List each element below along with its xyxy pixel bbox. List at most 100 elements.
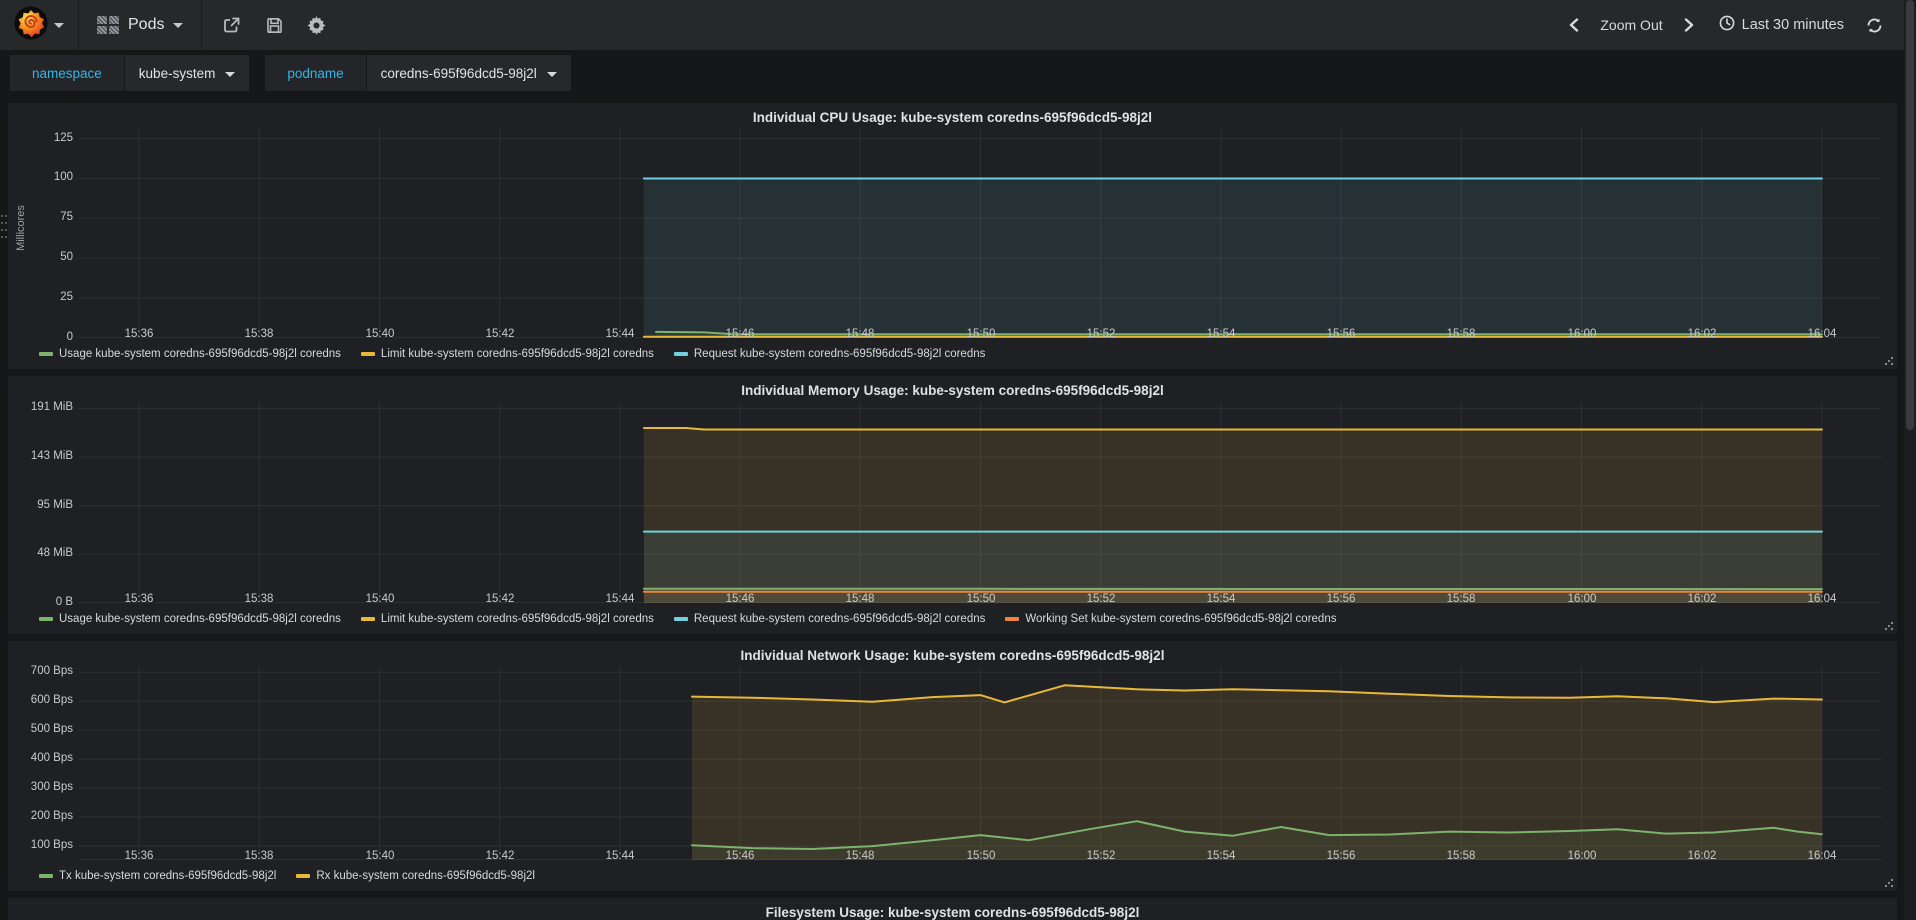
y-tick-label: 25	[60, 291, 73, 303]
x-tick-label: 15:56	[1326, 328, 1356, 340]
row-drag-handle[interactable]	[0, 213, 8, 239]
x-tick-label: 15:46	[725, 593, 755, 605]
x-tick-label: 15:58	[1446, 593, 1476, 605]
time-range-picker[interactable]: Last 30 minutes	[1709, 15, 1854, 35]
x-tick-label: 15:42	[485, 593, 515, 605]
y-tick-label: 95 MiB	[37, 499, 73, 511]
x-tick-label: 15:40	[365, 850, 395, 862]
x-tick-label: 15:54	[1206, 328, 1236, 340]
x-tick-label: 15:50	[966, 850, 996, 862]
cpu-x-axis: 15:36 15:38 15:40 15:42 15:44 15:46 15:48 15:50…	[9, 326, 1896, 345]
legend-item[interactable]: Limit kube-system coredns-695f96dcd5-98j…	[360, 348, 654, 360]
podname-label: podname	[265, 55, 366, 91]
cpu-panel-title[interactable]: Individual CPU Usage: kube-system coredn…	[752, 110, 1153, 125]
memory-chart-plot[interactable]	[79, 402, 1882, 603]
variable-podname: podname coredns-695f96dcd5-98j2l	[265, 55, 571, 91]
network-x-axis: 15:36 15:38 15:40 15:42 15:44 15:46 15:48 15:50…	[9, 848, 1896, 867]
y-tick-label: 0	[66, 331, 73, 343]
x-tick-label: 15:52	[1086, 850, 1116, 862]
x-tick-label: 15:50	[966, 328, 996, 340]
x-tick-label: 15:48	[845, 328, 875, 340]
namespace-select[interactable]: kube-system	[124, 55, 250, 91]
x-tick-label: 16:02	[1687, 593, 1717, 605]
x-tick-label: 15:36	[124, 593, 154, 605]
memory-usage-panel: Individual Memory Usage: kube-system cor…	[8, 376, 1897, 634]
legend-item[interactable]: Request kube-system coredns-695f96dcd5-9…	[673, 348, 985, 360]
x-tick-label: 15:46	[725, 850, 755, 862]
settings-gear-button[interactable]	[300, 9, 332, 41]
panel-resize-handle[interactable]	[1884, 878, 1894, 888]
x-tick-label: 16:04	[1807, 593, 1837, 605]
filesystem-panel-title[interactable]: Filesystem Usage: kube-system coredns-69…	[765, 905, 1140, 920]
x-tick-label: 16:02	[1687, 328, 1717, 340]
grafana-menu-button[interactable]	[0, 0, 79, 50]
x-tick-label: 15:38	[244, 850, 274, 862]
y-tick-label: 500 Bps	[30, 723, 73, 735]
y-tick-label: 400 Bps	[30, 752, 73, 764]
x-tick-label: 15:56	[1326, 593, 1356, 605]
network-y-axis: 100 Bps 200 Bps 300 Bps 400 Bps 500 Bps 600 B…	[13, 665, 79, 851]
scrollbar-thumb[interactable]	[1906, 0, 1914, 430]
legend-item[interactable]: Limit kube-system coredns-695f96dcd5-98j…	[360, 613, 654, 625]
x-tick-label: 15:54	[1206, 593, 1236, 605]
y-tick-label: 100	[53, 171, 73, 183]
y-tick-label: 191 MiB	[30, 401, 73, 413]
zoom-out-button[interactable]: Zoom Out	[1600, 17, 1663, 33]
save-button[interactable]	[258, 9, 290, 41]
x-tick-label: 16:00	[1567, 328, 1597, 340]
legend-item[interactable]: Usage kube-system coredns-695f96dcd5-98j…	[39, 348, 341, 360]
variable-namespace: namespace kube-system	[10, 55, 250, 91]
chevron-down-icon	[225, 71, 236, 77]
memory-x-axis: 15:36 15:38 15:40 15:42 15:44 15:46 15:48 15:50…	[9, 591, 1896, 610]
share-button[interactable]	[216, 9, 248, 41]
time-range-label: Last 30 minutes	[1741, 17, 1844, 33]
legend-item[interactable]: Usage kube-system coredns-695f96dcd5-98j…	[39, 613, 341, 625]
podname-select[interactable]: coredns-695f96dcd5-98j2l	[366, 55, 571, 91]
y-tick-label: 600 Bps	[30, 694, 73, 706]
x-tick-label: 15:44	[605, 593, 635, 605]
x-tick-label: 15:40	[365, 593, 395, 605]
panel-resize-handle[interactable]	[1884, 621, 1894, 631]
x-tick-label: 15:56	[1326, 850, 1356, 862]
x-tick-label: 15:42	[485, 850, 515, 862]
x-tick-label: 15:48	[845, 850, 875, 862]
y-tick-label: 200 Bps	[30, 810, 73, 822]
x-tick-label: 15:52	[1086, 593, 1116, 605]
x-tick-label: 15:36	[124, 850, 154, 862]
legend-item[interactable]: Tx kube-system coredns-695f96dcd5-98j2l	[39, 870, 276, 882]
dashboard-grid-icon	[97, 16, 119, 34]
logo-caret-icon	[54, 22, 64, 28]
memory-y-axis: 0 B 48 MiB 95 MiB 143 MiB 191 MiB	[13, 401, 79, 608]
dashboard-picker-button[interactable]: Pods	[79, 0, 203, 50]
time-shift-back-button[interactable]	[1558, 9, 1590, 41]
x-tick-label: 15:40	[365, 328, 395, 340]
network-chart-plot[interactable]	[79, 667, 1882, 860]
memory-legend: Usage kube-system coredns-695f96dcd5-98j…	[9, 610, 1896, 633]
memory-panel-title[interactable]: Individual Memory Usage: kube-system cor…	[741, 383, 1164, 398]
legend-item[interactable]: Working Set kube-system coredns-695f96dc…	[1005, 613, 1336, 625]
y-tick-label: 125	[53, 132, 73, 144]
panel-resize-handle[interactable]	[1884, 356, 1894, 366]
network-legend: Tx kube-system coredns-695f96dcd5-98j2l R…	[9, 867, 1896, 890]
x-tick-label: 15:50	[966, 593, 996, 605]
clock-icon	[1719, 15, 1735, 35]
y-tick-label: 700 Bps	[30, 665, 73, 677]
filesystem-usage-panel: Filesystem Usage: kube-system coredns-69…	[8, 898, 1897, 920]
network-panel-title[interactable]: Individual Network Usage: kube-system co…	[740, 648, 1165, 663]
x-tick-label: 15:48	[845, 593, 875, 605]
cpu-y-axis: 0 25 50 75 100 125	[29, 129, 79, 343]
refresh-button[interactable]	[1858, 9, 1890, 41]
x-tick-label: 16:02	[1687, 850, 1717, 862]
page-scrollbar[interactable]	[1904, 0, 1916, 920]
chevron-down-icon	[546, 71, 557, 77]
cpu-legend: Usage kube-system coredns-695f96dcd5-98j…	[9, 345, 1896, 368]
legend-item[interactable]: Rx kube-system coredns-695f96dcd5-98j2l	[296, 870, 535, 882]
dashboard-panels: Individual CPU Usage: kube-system coredn…	[0, 103, 1916, 920]
x-tick-label: 16:04	[1807, 850, 1837, 862]
x-tick-label: 15:54	[1206, 850, 1236, 862]
legend-item[interactable]: Request kube-system coredns-695f96dcd5-9…	[673, 613, 985, 625]
dashboard-caret-icon	[173, 22, 184, 28]
time-shift-forward-button[interactable]	[1673, 9, 1705, 41]
top-navbar: Pods Zoom Out	[0, 0, 1916, 50]
cpu-chart-plot[interactable]	[79, 129, 1882, 338]
